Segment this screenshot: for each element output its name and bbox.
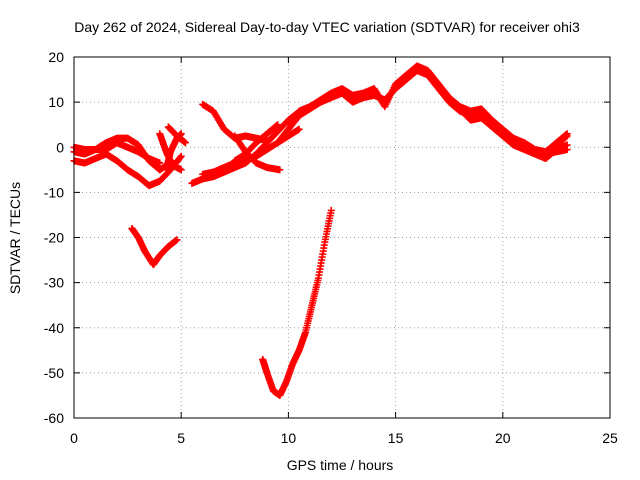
- data-series: [70, 62, 571, 399]
- series-arc-13: [259, 206, 335, 399]
- data-point: [274, 121, 282, 129]
- x-tick-label: 20: [495, 430, 511, 446]
- data-point: [563, 132, 571, 140]
- plot-frame: [73, 56, 611, 419]
- data-point: [173, 236, 181, 244]
- data-point: [276, 166, 284, 174]
- data-point: [156, 159, 164, 167]
- data-point: [563, 141, 571, 149]
- y-tick-label: 20: [48, 49, 64, 65]
- y-tick-label: -40: [44, 320, 64, 336]
- x-tick-label: 25: [602, 430, 618, 446]
- x-tick-label: 5: [177, 430, 185, 446]
- y-tick-label: -10: [44, 184, 64, 200]
- series-arc-7: [128, 224, 181, 269]
- data-point: [177, 152, 185, 160]
- data-point: [181, 139, 189, 147]
- series-arc-3: [70, 139, 164, 167]
- y-tick-label: -60: [44, 410, 64, 426]
- y-tick-label: 0: [56, 139, 64, 155]
- series-arc-12: [231, 132, 284, 174]
- y-axis-label: SDTVAR / TECUs: [7, 182, 23, 294]
- x-tick-label: 15: [388, 430, 404, 446]
- series-arc-6: [164, 123, 189, 147]
- data-point: [327, 206, 335, 214]
- data-point: [177, 166, 185, 174]
- y-tick-label: 10: [48, 94, 64, 110]
- y-tick-label: -50: [44, 365, 64, 381]
- x-tick-label: 0: [70, 430, 78, 446]
- data-point: [263, 136, 271, 144]
- data-point: [176, 153, 184, 161]
- y-tick-label: -30: [44, 275, 64, 291]
- series-arc-17: [510, 132, 571, 160]
- x-axis-label: GPS time / hours: [287, 457, 394, 473]
- series-arc-2: [70, 150, 185, 190]
- y-tick-label: -20: [44, 230, 64, 246]
- data-point: [295, 125, 303, 133]
- x-tick-label: 10: [281, 430, 297, 446]
- chart-title: Day 262 of 2024, Sidereal Day-to-day VTE…: [74, 19, 580, 35]
